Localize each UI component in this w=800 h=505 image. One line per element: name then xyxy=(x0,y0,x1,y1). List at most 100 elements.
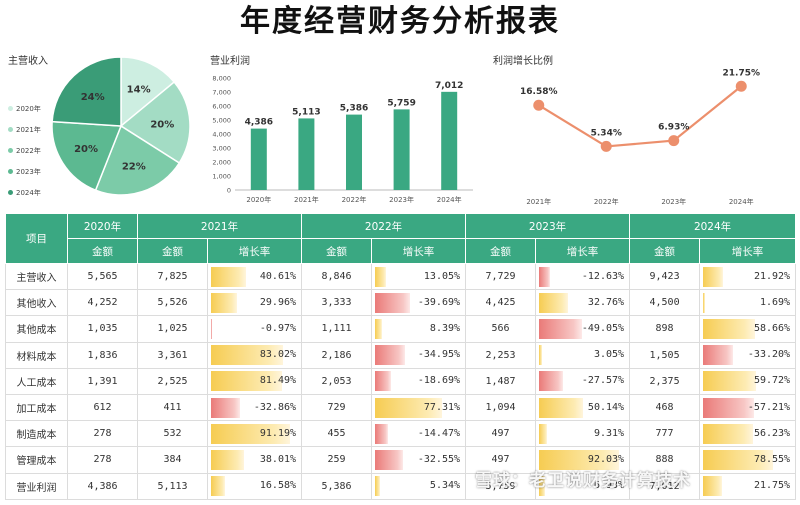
growth-rate-text: -14.47% xyxy=(417,427,461,439)
bar-value-label: 4,386 xyxy=(245,118,273,128)
y-tick-label: 5,000 xyxy=(212,117,231,125)
pie-slice xyxy=(119,80,191,165)
growth-rate-bar xyxy=(703,423,754,444)
growth-rate-cell: -49.05% xyxy=(535,315,631,343)
bar xyxy=(298,118,315,190)
x-tick-label: 2022年 xyxy=(342,195,367,204)
line-point-label: 16.58% xyxy=(520,87,558,97)
growth-rate-bar xyxy=(375,292,410,313)
amount-cell: 455 xyxy=(301,420,373,448)
growth-rate-bar xyxy=(539,318,582,339)
growth-rate-cell: -14.47% xyxy=(371,420,467,448)
amount-cell: 278 xyxy=(67,420,138,448)
growth-rate-cell: 56.23% xyxy=(699,420,797,448)
amount-cell: 1,487 xyxy=(465,367,537,395)
growth-rate-bar xyxy=(539,476,546,497)
growth-rate-bar xyxy=(211,292,238,313)
growth-rate-bar xyxy=(703,292,705,313)
pie-slice xyxy=(94,124,181,196)
growth-header: 增长率 xyxy=(699,238,797,264)
growth-rate-text: 9.31% xyxy=(593,427,625,439)
table-row: 主营收入 5,565 7,825 40.61% 8,846 13.05% 7,729 -12.… xyxy=(5,262,797,291)
growth-rate-bar xyxy=(375,449,404,470)
y-tick-label: 7,000 xyxy=(212,89,231,97)
watermark: 雪球：老卫说财务计算技术 xyxy=(475,471,691,491)
amount-cell: 4,386 xyxy=(67,472,138,500)
growth-rate-text: 8.39% xyxy=(429,322,461,334)
growth-rate-cell: 8.39% xyxy=(371,315,467,343)
growth-rate-cell: 40.61% xyxy=(206,262,303,291)
pie-chart: 14% 20% 22% 20% 24% xyxy=(51,56,191,196)
row-label: 营业利润 xyxy=(5,472,68,500)
growth-rate-cell: -33.20% xyxy=(699,341,797,369)
amount-cell: 8,846 xyxy=(301,262,373,291)
amount-cell: 2,375 xyxy=(629,367,701,395)
amount-cell: 1,025 xyxy=(137,315,208,343)
pie-slice xyxy=(120,56,176,128)
row-label: 材料成本 xyxy=(5,341,68,369)
line-point-label: 5.34% xyxy=(591,128,622,138)
amount-cell: 3,361 xyxy=(137,341,208,369)
growth-header: 增长率 xyxy=(206,238,303,264)
growth-rate-text: 29.96% xyxy=(259,296,297,308)
growth-rate-cell: 58.66% xyxy=(699,315,797,343)
year-header: 2022年 xyxy=(301,213,467,239)
growth-rate-bar xyxy=(539,292,568,313)
amount-header: 金额 xyxy=(67,238,138,264)
growth-rate-text: -0.97% xyxy=(259,322,297,334)
growth-rate-bar xyxy=(539,345,542,366)
y-tick-label: 6,000 xyxy=(212,103,231,111)
amount-cell: 278 xyxy=(67,446,138,474)
growth-rate-bar xyxy=(703,371,757,392)
bar xyxy=(393,109,410,190)
bar xyxy=(346,114,362,190)
amount-cell: 7,012 xyxy=(629,472,701,500)
row-label: 加工成本 xyxy=(5,393,68,422)
growth-rate-bar xyxy=(539,266,551,287)
growth-rate-cell: 1.69% xyxy=(699,289,797,317)
legend-item: 2024年 xyxy=(8,182,52,203)
growth-header: 增长率 xyxy=(371,238,467,264)
y-tick-label: 8,000 xyxy=(212,75,231,83)
growth-rate-cell: 9.31% xyxy=(535,420,631,448)
growth-rate-text: 5.34% xyxy=(429,480,461,492)
amount-cell: 729 xyxy=(301,393,373,422)
growth-rate-bar xyxy=(211,266,247,287)
item-header: 项目 xyxy=(5,213,68,264)
table-row: 加工成本 612 411 -32.86% 729 77.31% 1,094 50.14% 468… xyxy=(5,393,797,422)
bar-value-label: 5,759 xyxy=(387,98,415,108)
row-label: 制造成本 xyxy=(5,420,68,448)
row-label: 其他成本 xyxy=(5,315,68,343)
growth-rate-text: -27.57% xyxy=(581,375,625,387)
growth-rate-cell: -27.57% xyxy=(535,367,631,395)
growth-rate-cell: -34.95% xyxy=(371,341,467,369)
amount-cell: 777 xyxy=(629,420,701,448)
growth-rate-text: 13.05% xyxy=(423,270,461,282)
growth-rate-bar xyxy=(211,449,245,470)
amount-cell: 1,836 xyxy=(67,341,138,369)
line-point xyxy=(533,99,545,111)
growth-rate-text: -32.55% xyxy=(417,453,461,465)
amount-header: 金额 xyxy=(137,238,208,264)
table-row: 营业利润 4,386 5,113 16.58% 5,386 5.34% 5,759 6.93%… xyxy=(5,472,797,500)
pie-slice-label: 14% xyxy=(127,85,151,96)
amount-cell: 612 xyxy=(67,393,138,422)
amount-cell: 2,525 xyxy=(137,367,208,395)
growth-rate-text: -39.69% xyxy=(417,296,461,308)
growth-rate-text: -32.86% xyxy=(253,401,297,413)
year-header: 2023年 xyxy=(465,213,631,239)
growth-rate-bar xyxy=(375,397,443,418)
growth-rate-text: 58.66% xyxy=(753,322,791,334)
growth-rate-cell: 32.76% xyxy=(535,289,631,317)
line-series xyxy=(538,85,742,148)
amount-cell: 7,825 xyxy=(137,262,208,291)
amount-cell: 2,053 xyxy=(301,367,373,395)
x-tick-label: 2023年 xyxy=(389,195,414,204)
amount-cell: 5,565 xyxy=(67,262,138,291)
growth-rate-text: 6.93% xyxy=(593,480,625,492)
x-tick-label: 2024年 xyxy=(437,195,462,204)
line-point-label: 6.93% xyxy=(658,123,689,133)
line-point xyxy=(668,135,680,147)
amount-cell: 384 xyxy=(137,446,208,474)
growth-rate-cell: -12.63% xyxy=(535,262,631,291)
